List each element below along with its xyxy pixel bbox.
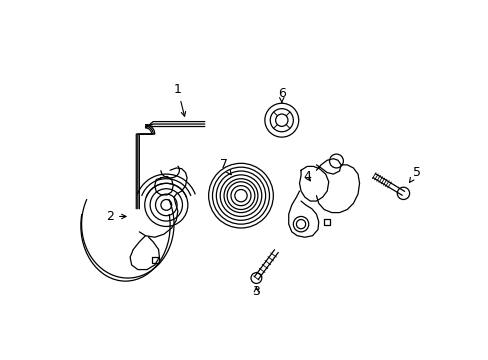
Text: 3: 3 <box>252 285 260 298</box>
Text: 1: 1 <box>174 83 185 116</box>
Text: 6: 6 <box>277 87 285 103</box>
Text: 2: 2 <box>106 210 126 223</box>
Text: 7: 7 <box>220 158 231 175</box>
Text: 4: 4 <box>303 170 310 183</box>
Text: 5: 5 <box>408 166 420 183</box>
